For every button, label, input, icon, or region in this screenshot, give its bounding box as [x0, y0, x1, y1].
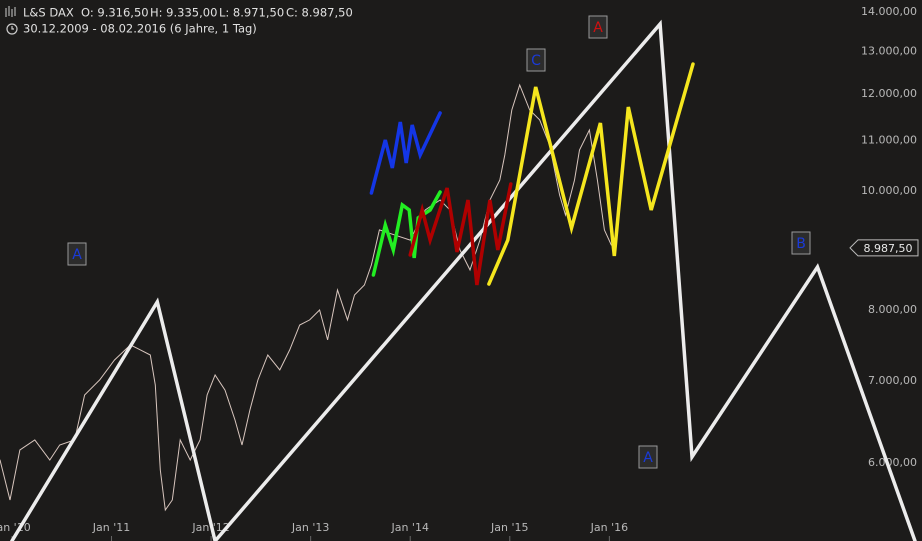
- low: L: 8.971,50: [219, 6, 284, 20]
- wave-label-box: [638, 445, 658, 469]
- wave-label-box: [526, 48, 546, 72]
- x-tick-label: Jan '16: [590, 521, 628, 534]
- y-tick-label: 13.000,00: [861, 44, 917, 57]
- wave-label: A: [643, 450, 653, 466]
- x-tick-label: Jan '14: [390, 521, 428, 534]
- red-wave: [408, 182, 513, 286]
- yellow-wave: [487, 62, 695, 286]
- y-tick-label: 10.000,00: [861, 184, 917, 197]
- blue-wave: [369, 111, 442, 195]
- x-tick-label: Jan '13: [291, 521, 329, 534]
- wave-label-box: [791, 231, 811, 255]
- wave-label: C: [531, 53, 541, 69]
- date-range: 30.12.2009 - 08.02.2016 (6 Jahre, 1 Tag): [23, 22, 257, 36]
- symbol: L&S DAX: [23, 6, 74, 20]
- y-tick-label: 11.000,00: [861, 133, 917, 146]
- y-tick-label: 12.000,00: [861, 87, 917, 100]
- symbol-icon: [5, 6, 16, 17]
- price: [0, 83, 612, 512]
- y-tick-label: 8.000,00: [868, 303, 917, 316]
- wave-label-box: [588, 15, 608, 39]
- wave-label: A: [593, 20, 603, 36]
- green-wave: [371, 190, 442, 277]
- y-tick-label: 7.000,00: [868, 374, 917, 387]
- open: O: 9.316,50: [81, 6, 149, 20]
- header: L&S DAX O: 9.316,50 H: 9.335,00 L: 8.971…: [5, 6, 353, 36]
- wave-label-box: [67, 242, 87, 266]
- close: C: 8.987,50: [286, 6, 353, 20]
- clock-icon: [6, 23, 18, 35]
- wave-label: B: [796, 236, 806, 252]
- y-tick-label: 6.000,00: [868, 456, 917, 469]
- wave-label: A: [72, 247, 82, 263]
- x-tick-label: Jan '15: [490, 521, 528, 534]
- last-price-label: 8.987,50: [864, 242, 913, 255]
- y-tick-label: 14.000,00: [861, 5, 917, 18]
- white-wave: [10, 19, 917, 541]
- last-price-marker: [849, 239, 919, 257]
- x-tick-label: Jan '11: [92, 521, 130, 534]
- high: H: 9.335,00: [150, 6, 217, 20]
